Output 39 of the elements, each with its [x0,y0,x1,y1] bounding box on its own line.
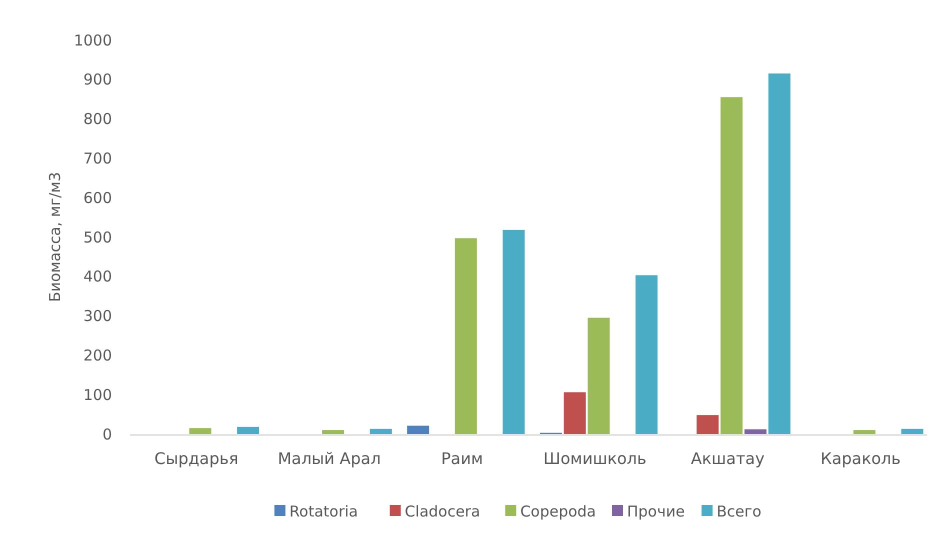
legend-label: Copepoda [520,502,596,520]
y-tick-label: 400 [83,268,112,286]
x-tick-label: Шомишколь [543,449,646,468]
y-tick-label: 100 [83,386,112,404]
bar [237,426,260,434]
x-tick-label: Сырдарья [154,449,238,468]
y-tick-label: 600 [83,188,112,207]
x-tick-label: Акшатау [690,449,765,468]
bar [901,428,924,434]
bar [189,428,212,434]
y-tick-label: 500 [83,228,112,246]
bar [564,392,586,434]
bar [696,415,719,434]
bar [720,97,743,434]
bar [588,318,610,434]
bar [636,275,658,434]
bar [370,428,392,434]
y-tick-label: 1000 [74,31,112,50]
y-tick-label: 900 [83,70,112,89]
y-axis-title: Биомасса, мг/м3 [46,172,64,302]
legend-label: Всего [716,502,762,520]
bar [454,238,477,434]
x-tick-label: Караколь [820,449,901,468]
bar [744,429,766,434]
y-tick-label: 700 [83,149,112,168]
bar [322,430,344,434]
bar [768,73,790,434]
y-tick-label: 800 [83,110,112,128]
bar [502,230,525,434]
bar [407,426,430,434]
y-tick-label: 300 [83,307,112,326]
legend-label: Cladocera [404,502,480,520]
legend-label: Rotatoria [289,502,358,520]
y-tick-label: 0 [102,425,112,444]
x-tick-label: Малый Арал [278,449,381,468]
bar [853,430,876,434]
y-tick-label: 200 [83,346,112,364]
legend-label: Прочие [627,502,685,520]
x-tick-label: Раим [441,449,484,468]
